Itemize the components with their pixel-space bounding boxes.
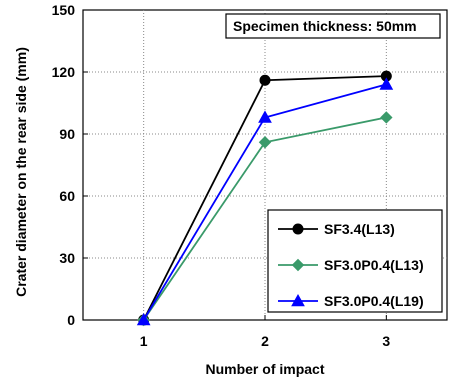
legend-label-2: SF3.0P0.4(L19) xyxy=(324,293,424,309)
y-axis-ticks: 0 30 60 90 120 150 xyxy=(52,2,88,328)
legend-marker-1 xyxy=(291,258,305,272)
y-axis-title: Crater diameter on the rear side (mm) xyxy=(13,47,29,297)
y-tick-label: 30 xyxy=(59,250,75,266)
x-tick-label: 2 xyxy=(261,333,269,349)
x-tick-label: 1 xyxy=(140,333,148,349)
x-tick-label: 3 xyxy=(382,333,390,349)
series-group xyxy=(136,70,394,327)
annotation-box xyxy=(225,13,441,39)
data-point-s2-0 xyxy=(136,312,151,326)
y-tick-label: 0 xyxy=(67,312,75,328)
data-point-s1-1 xyxy=(258,136,272,149)
data-point-s2-1 xyxy=(258,110,272,123)
y-tick-label: 150 xyxy=(52,2,76,18)
legend-label-1: SF3.0P0.4(L13) xyxy=(324,257,424,273)
legend-label-0: SF3.4(L13) xyxy=(324,221,395,237)
x-axis-title: Number of impact xyxy=(205,361,324,377)
y-tick-label: 60 xyxy=(59,188,75,204)
data-point-s2-2 xyxy=(379,77,394,90)
legend-marker-2 xyxy=(291,293,305,307)
data-point-s0-1 xyxy=(259,74,271,86)
y-tick-label: 90 xyxy=(59,126,75,142)
annotation-text: Specimen thickness: 50mm xyxy=(233,18,417,34)
data-point-s1-2 xyxy=(380,111,393,124)
legend-marker-0 xyxy=(292,223,304,235)
y-tick-label: 120 xyxy=(52,64,76,80)
legend: SF3.4(L13) SF3.0P0.4(L13) SF3.0P0.4(L19) xyxy=(278,221,424,309)
